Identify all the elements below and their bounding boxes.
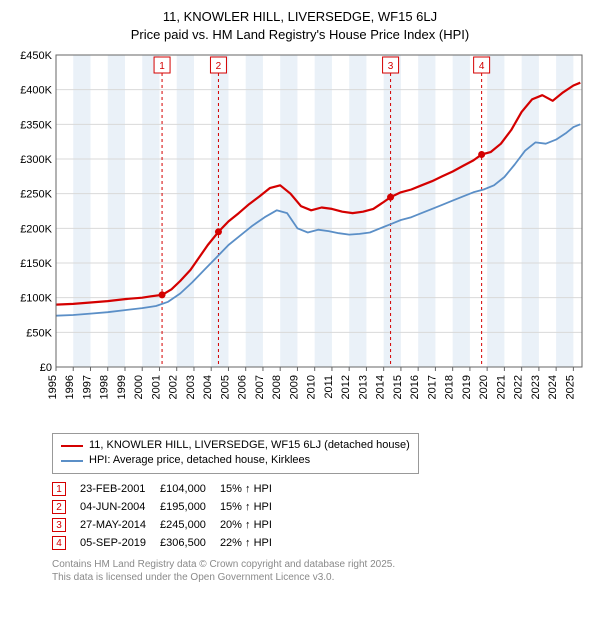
svg-text:£200K: £200K xyxy=(20,223,52,235)
sale-marker-icon: 1 xyxy=(52,482,66,496)
svg-text:£50K: £50K xyxy=(26,327,52,339)
svg-text:1998: 1998 xyxy=(99,375,111,399)
sale-delta: 15% ↑ HPI xyxy=(220,498,286,516)
sale-price: £306,500 xyxy=(160,534,220,552)
chart-container: 11, KNOWLER HILL, LIVERSEDGE, WF15 6LJ P… xyxy=(0,0,600,592)
title-subtitle: Price paid vs. HM Land Registry's House … xyxy=(12,26,588,44)
sale-marker-icon: 4 xyxy=(52,536,66,550)
svg-text:1996: 1996 xyxy=(64,375,76,399)
title-block: 11, KNOWLER HILL, LIVERSEDGE, WF15 6LJ P… xyxy=(12,8,588,43)
table-row: 1 23-FEB-2001£104,00015% ↑ HPI xyxy=(52,480,286,498)
svg-text:2012: 2012 xyxy=(340,375,352,399)
svg-text:2003: 2003 xyxy=(185,375,197,399)
sale-delta: 20% ↑ HPI xyxy=(220,516,286,534)
svg-text:2021: 2021 xyxy=(495,375,507,399)
svg-text:2010: 2010 xyxy=(306,375,318,399)
svg-text:1995: 1995 xyxy=(47,375,59,399)
svg-text:2008: 2008 xyxy=(271,375,283,399)
footnote-line: Contains HM Land Registry data © Crown c… xyxy=(52,558,588,571)
sale-date: 04-JUN-2004 xyxy=(80,498,160,516)
table-row: 3 27-MAY-2014£245,00020% ↑ HPI xyxy=(52,516,286,534)
svg-text:3: 3 xyxy=(388,61,394,72)
svg-text:2011: 2011 xyxy=(323,375,335,399)
svg-text:£150K: £150K xyxy=(20,258,52,270)
table-row: 4 05-SEP-2019£306,50022% ↑ HPI xyxy=(52,534,286,552)
svg-text:2005: 2005 xyxy=(219,375,231,399)
svg-text:2023: 2023 xyxy=(530,375,542,399)
svg-text:2: 2 xyxy=(216,61,222,72)
svg-text:1: 1 xyxy=(159,61,165,72)
table-row: 2 04-JUN-2004£195,00015% ↑ HPI xyxy=(52,498,286,516)
svg-text:£100K: £100K xyxy=(20,293,52,305)
sale-price: £195,000 xyxy=(160,498,220,516)
chart: £0 £50K £100K £150K £200K £250K £300K £350K £400… xyxy=(12,47,588,425)
sale-date: 23-FEB-2001 xyxy=(80,480,160,498)
svg-text:2019: 2019 xyxy=(461,375,473,399)
svg-text:2013: 2013 xyxy=(357,375,369,399)
svg-text:2000: 2000 xyxy=(133,375,145,399)
sale-date: 05-SEP-2019 xyxy=(80,534,160,552)
sales-table: 1 23-FEB-2001£104,00015% ↑ HPI 2 04-JUN-200… xyxy=(52,480,286,552)
svg-text:£450K: £450K xyxy=(20,50,52,62)
svg-text:2016: 2016 xyxy=(409,375,421,399)
svg-text:2022: 2022 xyxy=(513,375,525,399)
svg-text:£300K: £300K xyxy=(20,154,52,166)
legend-row: 11, KNOWLER HILL, LIVERSEDGE, WF15 6LJ (… xyxy=(61,438,410,453)
legend-swatch xyxy=(61,460,83,462)
title-address: 11, KNOWLER HILL, LIVERSEDGE, WF15 6LJ xyxy=(12,8,588,26)
svg-text:1999: 1999 xyxy=(116,375,128,399)
legend-label: HPI: Average price, detached house, Kirk… xyxy=(89,453,310,468)
chart-svg: £0 £50K £100K £150K £200K £250K £300K £350K £400… xyxy=(12,47,588,425)
svg-text:£0: £0 xyxy=(40,362,52,374)
legend-swatch xyxy=(61,445,83,447)
sale-price: £104,000 xyxy=(160,480,220,498)
legend-row: HPI: Average price, detached house, Kirk… xyxy=(61,453,410,468)
svg-text:£250K: £250K xyxy=(20,189,52,201)
sale-date: 27-MAY-2014 xyxy=(80,516,160,534)
svg-text:2009: 2009 xyxy=(288,375,300,399)
svg-text:4: 4 xyxy=(479,61,485,72)
svg-text:2007: 2007 xyxy=(254,375,266,399)
svg-text:2020: 2020 xyxy=(478,375,490,399)
svg-text:2002: 2002 xyxy=(168,375,180,399)
svg-text:2004: 2004 xyxy=(202,375,214,399)
legend-label: 11, KNOWLER HILL, LIVERSEDGE, WF15 6LJ (… xyxy=(89,438,410,453)
sale-delta: 22% ↑ HPI xyxy=(220,534,286,552)
sale-delta: 15% ↑ HPI xyxy=(220,480,286,498)
sale-marker-icon: 3 xyxy=(52,518,66,532)
footnote: Contains HM Land Registry data © Crown c… xyxy=(52,558,588,584)
svg-text:2001: 2001 xyxy=(150,375,162,399)
svg-text:2025: 2025 xyxy=(564,375,576,399)
svg-text:2015: 2015 xyxy=(392,375,404,399)
sale-marker-icon: 2 xyxy=(52,500,66,514)
footnote-line: This data is licensed under the Open Gov… xyxy=(52,571,588,584)
svg-text:2014: 2014 xyxy=(375,375,387,399)
svg-text:2006: 2006 xyxy=(237,375,249,399)
svg-text:2017: 2017 xyxy=(426,375,438,399)
svg-text:£400K: £400K xyxy=(20,85,52,97)
sale-price: £245,000 xyxy=(160,516,220,534)
svg-text:2024: 2024 xyxy=(547,375,559,399)
svg-text:1997: 1997 xyxy=(81,375,93,399)
svg-text:£350K: £350K xyxy=(20,119,52,131)
legend: 11, KNOWLER HILL, LIVERSEDGE, WF15 6LJ (… xyxy=(52,433,419,474)
svg-text:2018: 2018 xyxy=(444,375,456,399)
